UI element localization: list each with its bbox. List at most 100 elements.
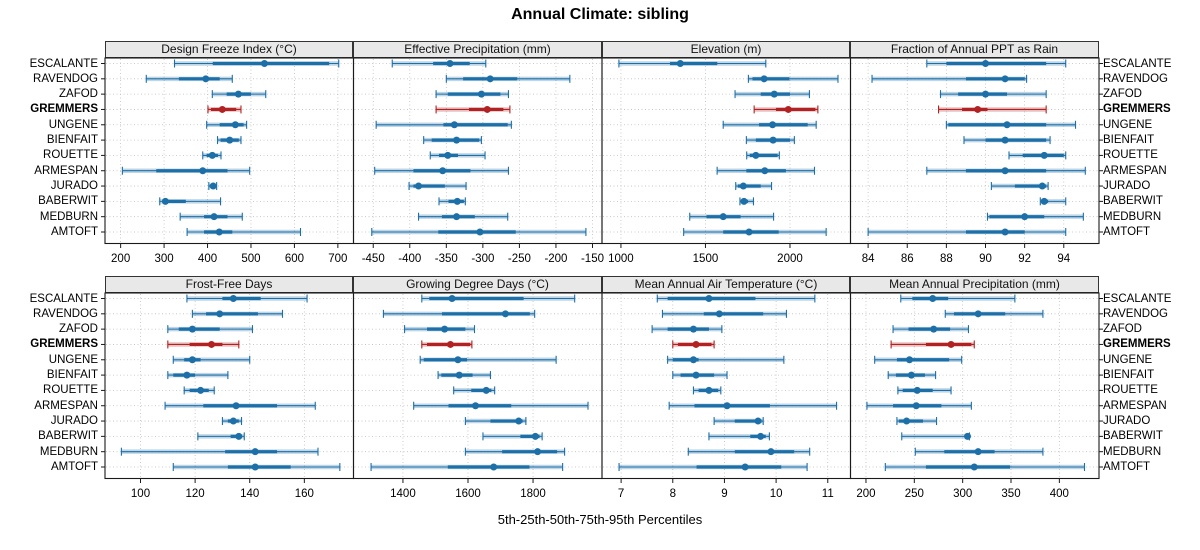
median-dot [450, 121, 458, 129]
median-dot [476, 228, 484, 236]
median-dot [1021, 213, 1029, 221]
median-dot [692, 340, 700, 348]
site-label-rouette: ROUETTE [1103, 384, 1158, 397]
median-dot [761, 167, 769, 175]
median-dot [982, 90, 990, 98]
median-dot [490, 463, 498, 471]
series-escalante [656, 294, 816, 303]
percentiles-caption: 5th-25th-50th-75th-95th Percentiles [497, 512, 703, 527]
panel-5: 1400 1600 1800 [352, 292, 603, 500]
x-tick-label: -400 [398, 253, 421, 265]
series-zafod [211, 90, 267, 99]
median-dot [231, 121, 239, 129]
median-dot [963, 432, 971, 440]
series-armespan [413, 401, 589, 410]
x-tick-label: 10 [770, 488, 783, 500]
median-dot [202, 75, 210, 83]
series-ungene [206, 120, 248, 129]
x-tick-label: 1800 [520, 488, 546, 500]
median-dot [453, 136, 461, 144]
panel-1: -450 -400 -350 -300 -250 -200 -150 [352, 57, 604, 265]
series-zafod [651, 325, 723, 334]
x-tick-label: 300 [154, 253, 173, 265]
series-armespan [164, 401, 316, 410]
series-gremmers [753, 105, 819, 114]
site-label-escalante: ESCALANTE [1103, 57, 1172, 70]
median-dot [444, 151, 452, 159]
median-dot [719, 213, 727, 221]
median-dot [1038, 182, 1046, 190]
series-medburn [986, 212, 1084, 221]
median-dot [477, 90, 485, 98]
median-dot [534, 448, 542, 456]
series-zafod [892, 325, 970, 334]
x-tick-label: -250 [508, 253, 531, 265]
series-armespan [866, 401, 972, 410]
series-ungene [874, 355, 963, 364]
site-label-bienfait: BIENFAIT [46, 134, 98, 147]
median-dot [209, 182, 217, 190]
median-dot [1001, 228, 1009, 236]
series-zafod [167, 325, 254, 334]
strip-growing-degree-days: Growing Degree Days (°C) [353, 276, 602, 293]
series-ungene [945, 120, 1077, 129]
strip-mean-annual-precip: Mean Annual Precipitation (mm) [850, 276, 1099, 293]
median-dot [752, 151, 760, 159]
series-medburn [464, 447, 566, 456]
median-dot [741, 463, 749, 471]
series-rouette [202, 151, 222, 160]
median-dot [531, 432, 539, 440]
series-escalante [900, 294, 1016, 303]
series-ravendog [747, 74, 839, 83]
x-tick-label: 84 [862, 253, 875, 265]
series-bienfait [423, 136, 482, 145]
x-tick-label: 200 [111, 253, 130, 265]
site-label-baberwit: BABERWIT [1103, 430, 1163, 443]
series-medburn [179, 212, 243, 221]
series-zafod [404, 325, 476, 334]
median-dot [229, 417, 237, 425]
series-jurado [735, 182, 773, 191]
median-dot [471, 402, 479, 410]
site-label-gremmers: GREMMERS [30, 338, 98, 351]
median-dot [1040, 151, 1048, 159]
series-ungene [172, 355, 251, 364]
series-gremmers [672, 340, 715, 349]
panel-0: 200 300 400 500 600 700 [101, 57, 355, 265]
series-bienfait [437, 371, 491, 380]
median-dot [183, 371, 191, 379]
series-ungene [722, 120, 817, 129]
site-label-amtoft: AMTOFT [1103, 461, 1151, 473]
series-baberwit [708, 432, 770, 441]
series-baberwit [901, 432, 971, 441]
series-ravendog [661, 309, 787, 318]
series-bienfait [672, 371, 728, 380]
median-dot [515, 417, 523, 425]
site-label-amtoft: AMTOFT [50, 226, 98, 238]
median-dot [197, 386, 205, 394]
series-amtoft [186, 228, 302, 236]
series-rouette [429, 151, 486, 160]
series-escalante [186, 294, 308, 303]
x-tick-label: 140 [240, 488, 259, 500]
median-dot [912, 402, 920, 410]
median-dot [218, 105, 226, 113]
series-amtoft [867, 228, 1067, 236]
median-dot [1003, 121, 1011, 129]
median-dot [913, 386, 921, 394]
x-tick-label: 120 [186, 488, 205, 500]
series-bienfait [167, 371, 229, 380]
median-dot [486, 75, 494, 83]
site-label-ravendog: RAVENDOG [1103, 72, 1168, 85]
series-gremmers [938, 105, 1047, 114]
median-dot [483, 105, 491, 113]
series-jurado [896, 417, 938, 426]
median-dot [754, 417, 762, 425]
series-gremmers [421, 340, 473, 349]
series-rouette [1008, 151, 1067, 160]
median-dot [947, 340, 955, 348]
series-amtoft [371, 228, 587, 236]
series-gremmers [435, 105, 511, 114]
site-label-bienfait: BIENFAIT [1103, 369, 1155, 382]
